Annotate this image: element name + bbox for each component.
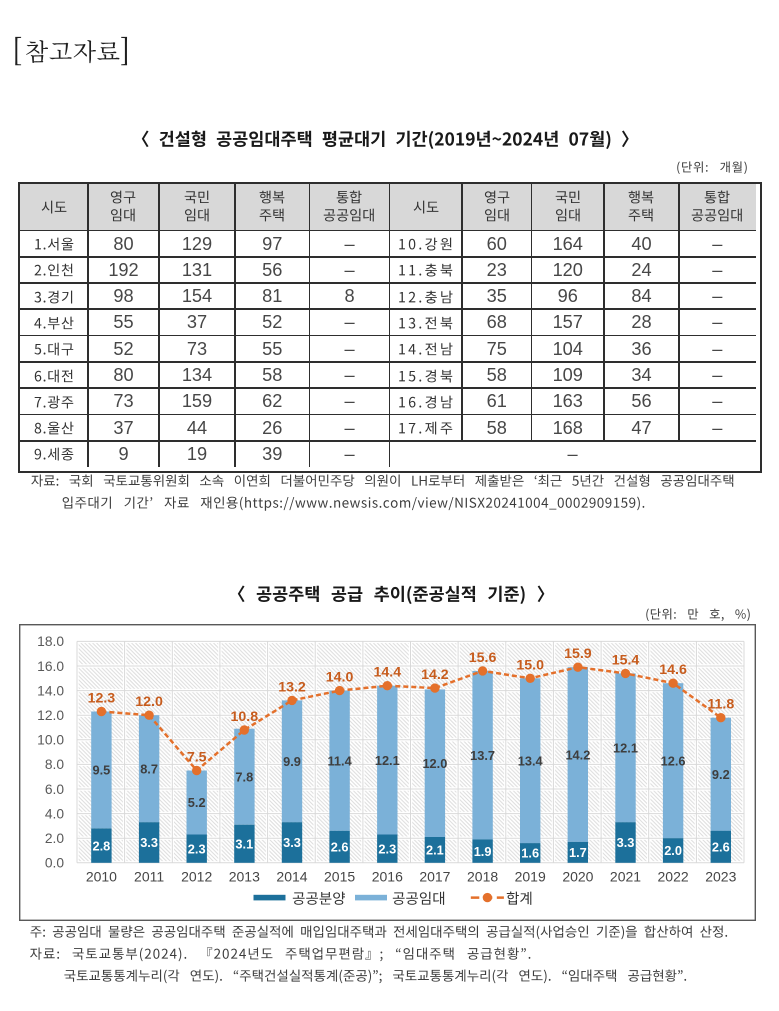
svg-text:6.0: 6.0 [45,782,65,797]
svg-text:14.2: 14.2 [565,747,590,762]
svg-text:12.1: 12.1 [375,753,400,768]
svg-text:2.1: 2.1 [426,843,444,858]
svg-text:13.2: 13.2 [278,679,306,695]
svg-text:2.8: 2.8 [93,838,111,853]
svg-text:9.5: 9.5 [93,763,111,778]
svg-text:12.0: 12.0 [422,756,447,771]
svg-text:14.0: 14.0 [326,670,354,686]
svg-text:2020: 2020 [562,869,593,885]
svg-text:4.0: 4.0 [45,806,65,821]
svg-text:2022: 2022 [658,869,689,885]
svg-text:8.0: 8.0 [45,757,65,772]
svg-text:12.3: 12.3 [88,691,116,707]
svg-text:13.7: 13.7 [470,748,495,763]
svg-text:12.0: 12.0 [135,694,163,710]
svg-text:10.8: 10.8 [230,709,258,725]
svg-text:11.4: 11.4 [327,753,352,768]
svg-text:1.9: 1.9 [474,844,492,859]
svg-text:2017: 2017 [419,869,450,885]
svg-text:7.5: 7.5 [187,750,207,766]
svg-text:16.0: 16.0 [37,659,64,674]
svg-text:15.9: 15.9 [564,646,592,662]
svg-text:15.6: 15.6 [469,650,497,666]
svg-text:3.3: 3.3 [140,835,158,850]
svg-text:15.4: 15.4 [612,652,640,668]
svg-text:2012: 2012 [181,869,212,885]
svg-text:2016: 2016 [372,869,403,885]
svg-text:12.1: 12.1 [613,741,638,756]
svg-text:5.2: 5.2 [188,795,206,810]
svg-text:2011: 2011 [134,869,164,885]
svg-text:2015: 2015 [324,869,355,885]
svg-text:14.6: 14.6 [659,662,687,678]
svg-text:1.7: 1.7 [569,845,587,860]
svg-text:2.6: 2.6 [331,840,349,855]
svg-text:9.2: 9.2 [712,767,730,782]
svg-text:2.3: 2.3 [188,841,206,856]
svg-text:2.0: 2.0 [45,831,65,846]
svg-text:14.4: 14.4 [373,665,401,681]
svg-text:2018: 2018 [467,869,498,885]
svg-text:10.0: 10.0 [37,733,64,748]
svg-text:2013: 2013 [229,869,260,885]
svg-text:3.3: 3.3 [283,835,301,850]
svg-text:14.0: 14.0 [37,683,64,698]
svg-text:2.3: 2.3 [378,841,396,856]
svg-text:2010: 2010 [86,869,117,885]
svg-text:0.0: 0.0 [45,856,65,871]
svg-text:12.0: 12.0 [37,708,64,723]
svg-text:8.7: 8.7 [140,761,158,776]
svg-text:13.4: 13.4 [518,753,544,768]
svg-text:2.0: 2.0 [664,843,682,858]
svg-text:9.9: 9.9 [283,754,301,769]
svg-text:14.2: 14.2 [421,667,449,683]
svg-text:2021: 2021 [610,869,641,885]
svg-text:11.8: 11.8 [707,697,734,713]
svg-text:2019: 2019 [515,869,546,885]
svg-text:2014: 2014 [276,869,307,885]
svg-text:3.1: 3.1 [235,836,253,851]
svg-text:3.3: 3.3 [617,835,635,850]
svg-text:7.8: 7.8 [235,769,253,784]
svg-text:12.6: 12.6 [661,753,686,768]
svg-text:2023: 2023 [705,869,736,885]
svg-text:18.0: 18.0 [37,634,64,649]
svg-text:15.0: 15.0 [516,657,544,673]
svg-text:2.6: 2.6 [712,840,730,855]
svg-text:1.6: 1.6 [521,846,539,861]
